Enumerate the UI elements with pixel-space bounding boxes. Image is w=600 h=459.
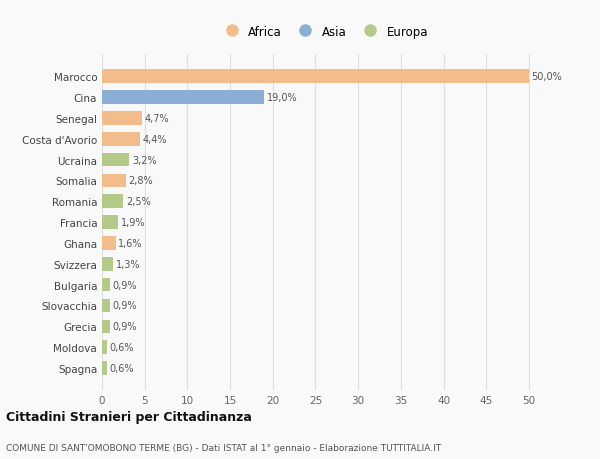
Text: 19,0%: 19,0%	[267, 93, 298, 103]
Bar	[102, 91, 264, 105]
Bar	[102, 112, 142, 125]
Text: 4,4%: 4,4%	[142, 134, 167, 145]
Text: 2,5%: 2,5%	[126, 197, 151, 207]
Text: 1,3%: 1,3%	[116, 259, 140, 269]
Bar	[102, 153, 130, 167]
Text: 1,6%: 1,6%	[118, 238, 143, 248]
Bar	[102, 70, 529, 84]
Bar	[102, 237, 116, 250]
Text: Cittadini Stranieri per Cittadinanza: Cittadini Stranieri per Cittadinanza	[6, 410, 252, 423]
Bar	[102, 278, 110, 292]
Text: 4,7%: 4,7%	[145, 114, 169, 123]
Bar	[102, 174, 126, 188]
Bar	[102, 195, 124, 208]
Text: 0,9%: 0,9%	[112, 301, 137, 311]
Text: 0,9%: 0,9%	[112, 322, 137, 331]
Text: 0,6%: 0,6%	[110, 363, 134, 373]
Text: 3,2%: 3,2%	[132, 155, 157, 165]
Bar	[102, 133, 140, 146]
Bar	[102, 257, 113, 271]
Bar	[102, 216, 118, 230]
Text: 2,8%: 2,8%	[128, 176, 153, 186]
Legend: Africa, Asia, Europa: Africa, Asia, Europa	[215, 21, 433, 43]
Text: 0,6%: 0,6%	[110, 342, 134, 353]
Text: 0,9%: 0,9%	[112, 280, 137, 290]
Text: 50,0%: 50,0%	[532, 72, 562, 82]
Text: COMUNE DI SANT'OMOBONO TERME (BG) - Dati ISTAT al 1° gennaio - Elaborazione TUTT: COMUNE DI SANT'OMOBONO TERME (BG) - Dati…	[6, 443, 441, 452]
Text: 1,9%: 1,9%	[121, 218, 145, 228]
Bar	[102, 341, 107, 354]
Bar	[102, 320, 110, 333]
Bar	[102, 299, 110, 313]
Bar	[102, 361, 107, 375]
